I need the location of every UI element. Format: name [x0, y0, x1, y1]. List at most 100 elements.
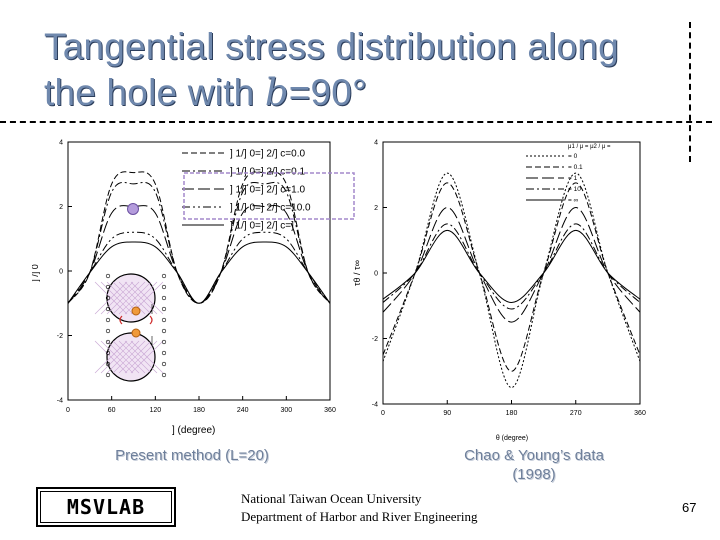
x-tick-label-1: 90	[443, 410, 451, 417]
collocation-point	[105, 361, 111, 367]
right-caption-line-1: Chao & Young’s data	[464, 447, 604, 464]
dashed-separator-horizontal	[0, 121, 712, 123]
right-caption-line-2: (1998)	[512, 466, 556, 483]
legend-entry-3: = 10	[568, 186, 581, 193]
collocation-point	[105, 372, 111, 378]
dashed-separator-vertical	[689, 22, 691, 162]
collocation-point	[161, 372, 167, 378]
legend-entry-1: = 0.1	[568, 164, 583, 171]
collocation-point	[161, 317, 167, 323]
legend-entry-0: ] 1/] 0=] 2/] c=0.0	[230, 148, 305, 159]
marker-dot	[127, 203, 139, 215]
x-tick-label-2: 180	[506, 410, 518, 417]
collocation-point	[105, 339, 111, 345]
left-caption: Present method (L=20)	[115, 447, 269, 464]
y-tick-label-4: 4	[59, 140, 63, 147]
series-line-0	[382, 172, 641, 389]
title-line-2-value: =90°	[288, 72, 368, 113]
msvlab-logo-text: MSVLAB	[40, 491, 172, 523]
y-tick-label-4: 4	[374, 140, 378, 147]
left-chart: 0 60 120 180 240 300 360 -4 -2 0 2 4 ] (degree) ] /] …	[32, 140, 355, 436]
legend-title: μ1 / μ = μ2 / μ =	[568, 144, 611, 150]
legend-highlight-box	[183, 172, 355, 220]
x-tick-label-3: 180	[193, 407, 205, 414]
beta-symbol: b	[264, 71, 289, 114]
series-line-2	[382, 206, 641, 323]
y-tick-label-0: -4	[57, 398, 63, 405]
legend-entry-1: ] 1/] 0=] 2/] c=0.1	[230, 166, 305, 177]
inclusion-circle-1	[106, 332, 156, 382]
geometry-inset	[94, 273, 167, 382]
collocation-point	[161, 361, 167, 367]
legend-entry-2: ] 1/] 0=] 2/] c=1.0	[230, 184, 305, 195]
hatch-line	[94, 281, 128, 315]
hatch-line	[112, 340, 146, 374]
collocation-point	[161, 284, 167, 290]
collocation-point	[161, 328, 167, 334]
collocation-point	[161, 339, 167, 345]
y-axis-label: τθ / τ∞	[352, 260, 362, 286]
y-tick-label-1: -2	[372, 336, 378, 343]
title-line-2-prefix: the hole with	[44, 72, 265, 113]
collocation-point	[161, 350, 167, 356]
slide-title: Tangential stress distribution along the…	[44, 24, 619, 116]
institution-name: National Taiwan Ocean University	[241, 491, 422, 506]
y-tick-label-2: 0	[59, 269, 63, 276]
legend-entry-2: = 1	[568, 175, 578, 182]
hatch-line	[130, 340, 164, 374]
msvlab-logo: MSVLAB	[36, 487, 176, 527]
x-tick-label-5: 300	[280, 407, 292, 414]
series-line-4	[67, 241, 331, 304]
collocation-point	[105, 328, 111, 334]
y-axis-label: ] /] 0	[32, 264, 40, 282]
y-tick-label-3: 2	[374, 205, 378, 212]
hatch-line	[106, 281, 140, 315]
legend-entry-4: ] 1/] 0=] 2/] c=]	[230, 220, 294, 231]
x-tick-label-3: 270	[570, 410, 582, 417]
hatch-line	[106, 340, 140, 374]
series-line-2	[67, 205, 331, 304]
x-tick-label-6: 360	[324, 407, 336, 414]
x-tick-label-0: 0	[381, 410, 385, 417]
hatch-line	[112, 281, 146, 315]
x-tick-label-1: 60	[108, 407, 116, 414]
x-tick-label-4: 240	[237, 407, 249, 414]
x-axis-label: ] (degree)	[172, 425, 215, 436]
collocation-point	[105, 306, 111, 312]
hatch-line	[118, 281, 152, 315]
series-line-4	[382, 229, 641, 304]
legend-entry-4: = ∞	[568, 197, 579, 204]
department-name: Department of Harbor and River Engineeri…	[241, 509, 478, 524]
collocation-point	[161, 306, 167, 312]
collocation-point	[105, 350, 111, 356]
hatch-line	[118, 340, 152, 374]
title-line-2: the hole with b=90°	[44, 70, 619, 116]
right-chart: 0 90 180 270 360 -4 -2 0 2 4 θ (degree) τθ / τ∞ μ1 /…	[352, 140, 646, 443]
x-tick-label-2: 120	[149, 407, 161, 414]
inclusion-circle-0	[106, 273, 156, 323]
hatch-line	[124, 340, 158, 374]
legend-entry-3: ] 1/] 0=] 2/] c=10.0	[230, 202, 311, 213]
hatch-line	[100, 340, 134, 374]
collocation-point	[161, 295, 167, 301]
series-line-3	[382, 223, 641, 310]
collocation-point	[105, 273, 111, 279]
title-line-1: Tangential stress distribution along	[44, 26, 619, 67]
collocation-point	[105, 284, 111, 290]
y-tick-label-3: 2	[59, 204, 63, 211]
orange-point-upper	[131, 306, 141, 316]
hatch-line	[124, 281, 158, 315]
orange-point-lower	[131, 328, 141, 338]
hatch-line	[94, 340, 128, 374]
x-axis-label: θ (degree)	[496, 435, 528, 442]
plot-frame	[382, 141, 641, 405]
page-number: 67	[682, 500, 697, 515]
collocation-point	[161, 273, 167, 279]
y-tick-label-1: -2	[57, 333, 63, 340]
series-line-1	[382, 182, 641, 372]
y-tick-label-2: 0	[374, 271, 378, 278]
x-tick-label-0: 0	[66, 407, 70, 414]
red-arc-marks	[119, 315, 153, 325]
y-tick-label-0: -4	[372, 402, 378, 409]
collocation-point	[105, 317, 111, 323]
